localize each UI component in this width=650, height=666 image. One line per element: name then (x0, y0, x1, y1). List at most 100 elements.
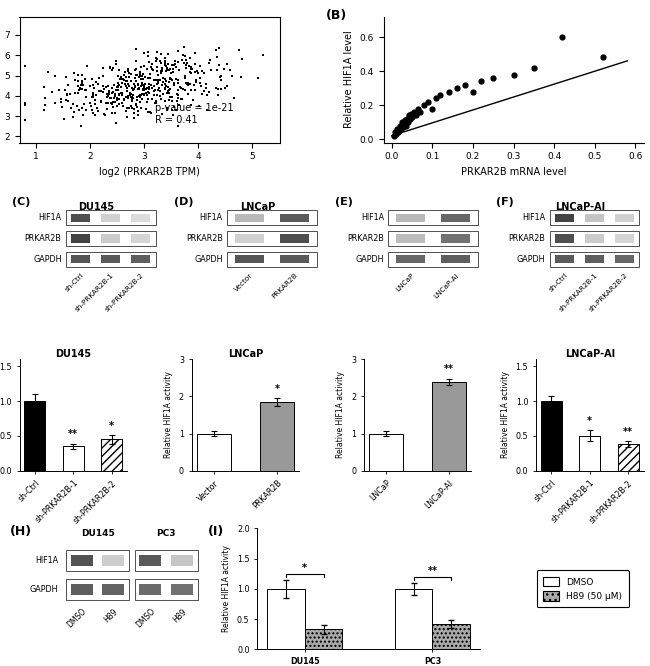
Point (214, 72, 225, 83)
Text: sh-PRKAR2B-1: sh-PRKAR2B-1 (74, 272, 115, 313)
Point (152, 85, 162, 95)
Bar (280, 214, 309, 222)
Point (190, 85, 200, 95)
Text: HIF1A: HIF1A (200, 213, 223, 222)
Point (162, 49, 173, 59)
Bar (388, 210, 478, 225)
Title: LNCaP: LNCaP (227, 348, 263, 358)
Point (106, 98, 116, 109)
Point (158, 77, 168, 87)
Point (103, 89, 113, 99)
Point (108, 87, 118, 97)
Point (144, 88, 155, 99)
Point (79, 99, 89, 109)
Point (174, 82, 185, 93)
Text: H89: H89 (103, 607, 120, 624)
Point (99, 84, 109, 95)
Point (124, 103, 135, 114)
Point (162, 63, 173, 73)
Point (105, 93, 115, 103)
Point (174, 65, 185, 75)
Point (62, 80, 73, 91)
Point (181, 57, 192, 68)
Point (156, 66, 166, 77)
Point (124, 93, 134, 103)
Point (92, 79, 103, 89)
Point (127, 96, 137, 107)
Point (112, 93, 123, 103)
Text: DMSO: DMSO (66, 607, 88, 629)
Point (135, 67, 145, 77)
Text: GAPDH: GAPDH (33, 255, 62, 264)
Point (100, 82, 110, 93)
Point (200, 68, 210, 79)
Point (460, 79, 470, 90)
Point (166, 104, 177, 115)
Bar (102, 555, 124, 566)
Point (101, 89, 112, 99)
Text: Vector: Vector (233, 272, 254, 292)
Point (86, 105, 97, 116)
Point (77, 70, 87, 81)
Point (129, 108, 140, 119)
Point (99, 110, 110, 121)
Bar (71, 214, 90, 222)
Point (91, 89, 101, 100)
Bar (441, 255, 470, 264)
Point (144, 107, 155, 117)
Point (77, 76, 87, 87)
Point (133, 91, 144, 101)
Point (70, 74, 81, 85)
Point (164, 63, 175, 74)
Point (118, 101, 129, 112)
Point (165, 74, 176, 85)
Point (183, 80, 193, 91)
Point (137, 94, 148, 105)
Point (168, 110, 178, 121)
Bar (131, 234, 150, 242)
Point (61, 95, 72, 105)
Point (452, 83, 462, 93)
Point (139, 61, 150, 72)
Bar (227, 210, 317, 225)
Point (110, 91, 120, 101)
Point (390, 127, 400, 138)
Point (88, 108, 98, 119)
Point (78, 109, 88, 120)
Point (112, 95, 122, 105)
Bar (102, 584, 124, 595)
Point (111, 59, 122, 69)
Point (69, 68, 79, 79)
Point (109, 108, 120, 119)
Point (113, 90, 124, 101)
Point (124, 66, 134, 77)
Point (135, 69, 145, 79)
Point (109, 80, 119, 91)
Point (427, 103, 437, 114)
Bar (66, 210, 155, 225)
Point (181, 60, 192, 71)
Text: PRKAR2B: PRKAR2B (270, 272, 298, 300)
Point (145, 69, 155, 79)
Point (396, 117, 407, 127)
Point (164, 85, 175, 95)
Bar (388, 231, 478, 246)
Bar (227, 231, 317, 246)
Point (112, 85, 123, 95)
Point (528, 63, 539, 73)
Point (173, 57, 183, 67)
Point (152, 78, 162, 89)
Point (185, 100, 196, 111)
Point (138, 83, 149, 94)
Point (211, 45, 221, 56)
Point (112, 81, 123, 92)
Point (170, 73, 181, 84)
Point (116, 88, 127, 99)
Point (129, 79, 139, 89)
Bar (139, 555, 161, 566)
Point (155, 75, 166, 86)
Text: (C): (C) (12, 197, 31, 207)
Point (122, 83, 133, 93)
Point (180, 71, 190, 81)
Bar (615, 214, 634, 222)
